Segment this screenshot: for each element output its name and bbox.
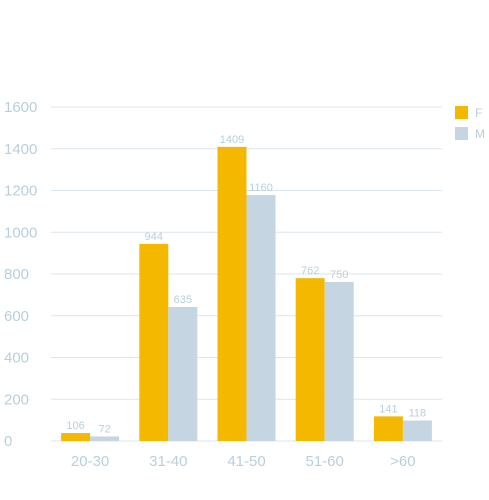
bar-m-4[interactable] bbox=[402, 420, 432, 441]
legend-label-m: M bbox=[475, 127, 485, 141]
bar-f-2[interactable] bbox=[217, 146, 247, 441]
y-tick-label: 200 bbox=[4, 391, 29, 408]
data-label: 1409 bbox=[220, 134, 244, 146]
legend: FM bbox=[455, 106, 485, 141]
bar-f-4[interactable] bbox=[373, 416, 403, 441]
data-label: 762 bbox=[301, 265, 319, 277]
bar-m-0[interactable] bbox=[90, 436, 120, 441]
y-tick-label: 800 bbox=[4, 266, 29, 283]
bars bbox=[61, 146, 432, 441]
bar-f-0[interactable] bbox=[61, 433, 91, 441]
y-tick-label: 1000 bbox=[4, 224, 37, 241]
y-tick-label: 600 bbox=[4, 308, 29, 325]
bar-m-2[interactable] bbox=[246, 195, 276, 441]
legend-swatch-f bbox=[455, 106, 468, 119]
y-axis-ticks: 0 200 400 600 800 1000 1200 1400 1600 bbox=[4, 99, 37, 450]
x-tick-label: 20-30 bbox=[71, 453, 109, 470]
y-tick-label: 1600 bbox=[4, 99, 37, 116]
bar-f-3[interactable] bbox=[295, 278, 325, 441]
x-tick-label: 31-40 bbox=[149, 453, 187, 470]
x-tick-label: >60 bbox=[390, 453, 415, 470]
data-label: 141 bbox=[379, 403, 397, 415]
data-label: 118 bbox=[409, 408, 427, 420]
x-tick-label: 41-50 bbox=[227, 453, 265, 470]
data-label: 72 bbox=[98, 423, 110, 435]
x-tick-label: 51-60 bbox=[306, 453, 344, 470]
bar-m-1[interactable] bbox=[168, 306, 198, 441]
data-labels: 106 72 944 635 1409 1160 762 750 141 118 bbox=[66, 134, 426, 436]
data-label: 635 bbox=[174, 294, 192, 306]
y-tick-label: 1400 bbox=[4, 141, 37, 158]
bar-m-3[interactable] bbox=[324, 281, 354, 441]
y-tick-label: 400 bbox=[4, 350, 29, 367]
data-label: 1160 bbox=[249, 182, 273, 194]
data-label: 106 bbox=[66, 420, 84, 432]
legend-swatch-m bbox=[455, 127, 468, 140]
data-label: 750 bbox=[330, 269, 348, 281]
x-axis-ticks: 20-30 31-40 41-50 51-60 >60 bbox=[71, 453, 416, 470]
y-tick-label: 0 bbox=[4, 433, 12, 450]
data-label: 944 bbox=[145, 231, 163, 243]
bar-f-1[interactable] bbox=[139, 243, 169, 441]
y-tick-label: 1200 bbox=[4, 183, 37, 200]
legend-label-f: F bbox=[475, 106, 482, 120]
